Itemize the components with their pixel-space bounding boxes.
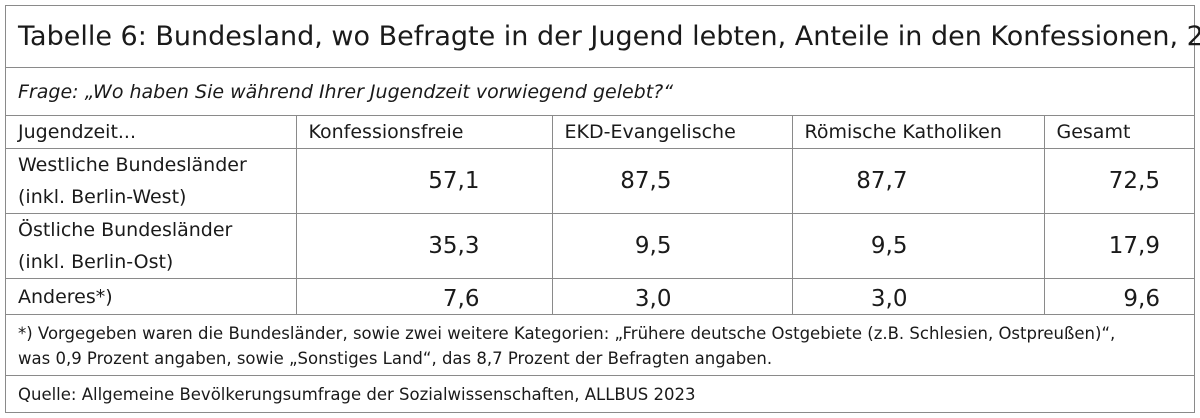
cell-ekd-evangelische: 9,5 [551,213,792,279]
footnote-line1: *) Vorgegeben waren die Bundesländer, so… [18,324,1116,343]
header-jugendzeit: Jugendzeit... [18,121,137,143]
table-frame: Tabelle 6: Bundesland, wo Befragte in de… [5,5,1200,413]
cell-konfessionsfreie: 57,1 [295,148,552,214]
cell-roemische-katholiken: 9,5 [791,213,1044,279]
survey-question: Frage: „Wo haben Sie während Ihrer Jugen… [6,68,1194,116]
cell-ekd-evangelische: 87,5 [551,148,792,214]
table-row: Westliche Bundesländer (inkl. Berlin-Wes… [6,148,1194,214]
row-label: Östliche Bundesländer (inkl. Berlin-Ost) [6,213,296,279]
cell-gesamt: 72,5 [1043,148,1194,214]
header-row: Jugendzeit... Konfessionsfreie EKD-Evang… [6,116,1194,149]
row-label-line1: Östliche Bundesländer [18,219,233,241]
cell-konfessionsfreie: 7,6 [295,278,552,315]
cell-roemische-katholiken: 3,0 [791,278,1044,315]
header-konfessionsfreie: Konfessionsfreie [295,116,552,149]
row-label: Anderes*) [6,278,296,315]
row-label-line2: (inkl. Berlin-Ost) [18,251,174,273]
header-ekd-evangelische: EKD-Evangelische [551,116,792,149]
cell-konfessionsfreie: 35,3 [295,213,552,279]
cell-roemische-katholiken: 87,7 [791,148,1044,214]
source-note: Quelle: Allgemeine Bevölkerungsumfrage d… [18,385,696,404]
cell-ekd-evangelische: 3,0 [551,278,792,315]
header-roemische-katholiken: Römische Katholiken [791,116,1044,149]
table-row: Anderes*) 7,6 3,0 3,0 9,6 [6,278,1194,315]
row-label-line1: Westliche Bundesländer [18,154,247,176]
data-table: Jugendzeit... Konfessionsfreie EKD-Evang… [6,116,1194,315]
cell-gesamt: 17,9 [1043,213,1194,279]
table-title: Tabelle 6: Bundesland, wo Befragte in de… [6,6,1200,68]
row-label: Westliche Bundesländer (inkl. Berlin-Wes… [6,148,296,214]
cell-gesamt: 9,6 [1043,278,1194,315]
row-label-line2: (inkl. Berlin-West) [18,186,187,208]
table-row: Östliche Bundesländer (inkl. Berlin-Ost)… [6,213,1194,279]
footnote: *) Vorgegeben waren die Bundesländer, so… [6,314,1194,376]
header-gesamt: Gesamt [1043,116,1194,149]
footnote-line2: was 0,9 Prozent angaben, sowie „Sonstige… [18,349,773,368]
